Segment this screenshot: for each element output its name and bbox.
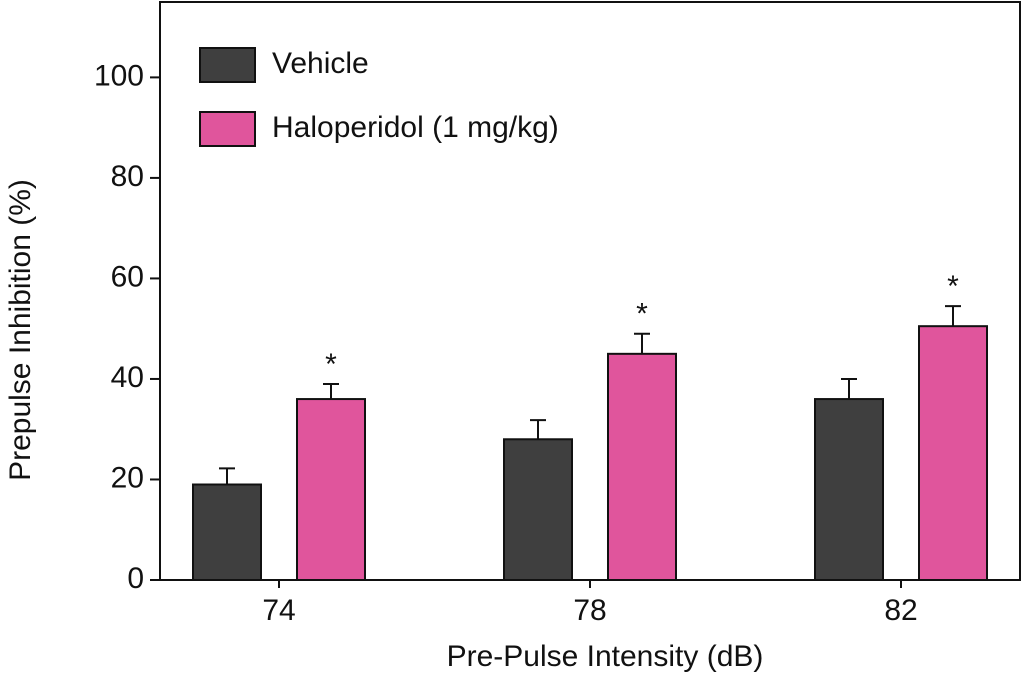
y-tick-label: 20 — [111, 461, 144, 494]
significance-marker: * — [636, 298, 648, 331]
significance-marker: * — [947, 270, 959, 303]
error-bar — [841, 377, 857, 400]
error-bar — [530, 419, 546, 440]
bar — [918, 325, 988, 582]
bar — [503, 438, 573, 581]
y-tick-label: 60 — [111, 260, 144, 293]
y-tick-label: 0 — [127, 562, 144, 595]
x-tick-label: 82 — [884, 594, 917, 627]
y-tick-label: 80 — [111, 160, 144, 193]
error-bar — [323, 382, 339, 400]
y-axis-label: Prepulse Inhibition (%) — [4, 179, 37, 481]
error-bar — [219, 467, 235, 485]
error-bar — [634, 332, 650, 354]
plot-frame — [159, 1, 1021, 581]
bar — [814, 398, 884, 582]
y-tick-label: 40 — [111, 361, 144, 394]
error-bar — [945, 305, 961, 327]
bar — [607, 352, 677, 581]
legend-swatch — [199, 47, 256, 83]
legend-label: Vehicle — [272, 47, 369, 80]
legend-label: Haloperidol (1 mg/kg) — [272, 111, 559, 144]
legend-swatch — [199, 111, 256, 147]
y-tick-label: 100 — [94, 59, 144, 92]
significance-marker: * — [325, 348, 337, 381]
x-axis-label: Pre-Pulse Intensity (dB) — [447, 640, 764, 673]
x-tick-label: 78 — [573, 594, 606, 627]
bar — [296, 398, 366, 582]
x-tick-label: 74 — [262, 594, 295, 627]
bar — [192, 483, 262, 581]
